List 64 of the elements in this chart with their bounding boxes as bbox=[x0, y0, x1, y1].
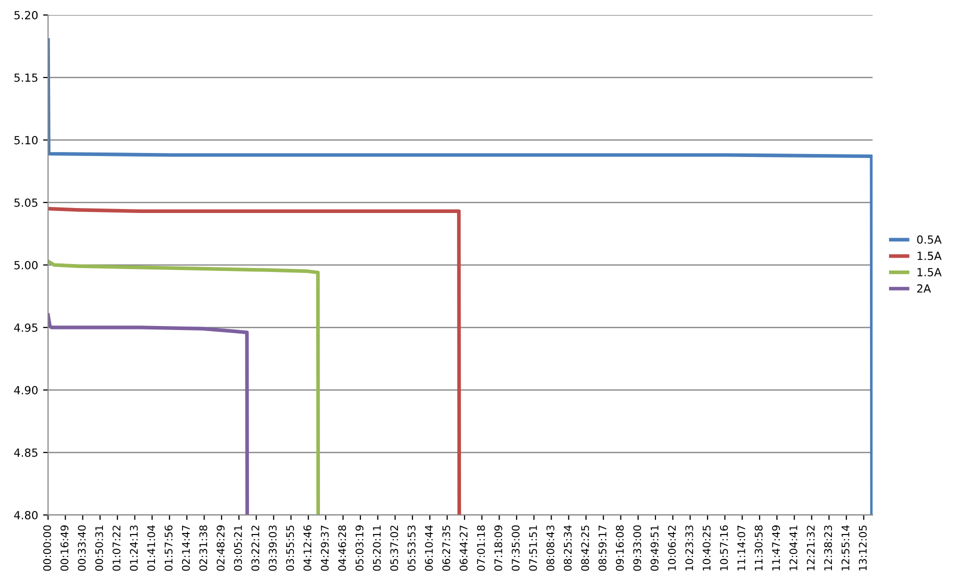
x-tick-label: 08:25:34 bbox=[564, 525, 572, 571]
x-tick-label: 10:23:33 bbox=[685, 526, 694, 570]
y-tick-label: 4.80 bbox=[14, 510, 38, 520]
x-tick-label: 11:30:58 bbox=[754, 525, 763, 570]
x-tick-label: 05:37:02 bbox=[390, 526, 398, 571]
x-tick-label: 03:39:03 bbox=[268, 526, 277, 571]
line-series bbox=[48, 313, 249, 515]
x-tick-label: 01:41:04 bbox=[147, 525, 156, 571]
legend-label: 1.5A bbox=[918, 268, 942, 276]
x-tick-label: 00:50:31 bbox=[95, 526, 104, 571]
x-tick-label: 12:38:23 bbox=[824, 526, 832, 570]
legend-label: 0.5A bbox=[917, 235, 942, 244]
x-tick-label: 09:49:51 bbox=[650, 526, 658, 571]
x-tick-label: 07:01:18 bbox=[477, 525, 485, 571]
y-tick-label: 5.15 bbox=[14, 74, 38, 82]
x-tick-label: 06:10:44 bbox=[424, 525, 433, 571]
x-tick-label: 09:33:00 bbox=[633, 525, 642, 571]
x-tick-label: 06:27:35 bbox=[442, 526, 450, 571]
x-tick-label: 05:20:11 bbox=[372, 526, 381, 571]
x-tick-label: 05:53:53 bbox=[408, 526, 416, 571]
x-tick-label: 02:31:38 bbox=[199, 525, 208, 571]
y-tick-label: 4.90 bbox=[14, 386, 38, 394]
legend-label: 1.5A bbox=[918, 252, 942, 260]
y-tick-label: 5.05 bbox=[14, 198, 38, 207]
y-tick-label: 5.10 bbox=[14, 136, 38, 144]
x-tick-label: 00:16:49 bbox=[60, 525, 68, 571]
x-tick-label: 04:29:37 bbox=[320, 526, 329, 571]
x-tick-label: 12:21:32 bbox=[806, 526, 815, 570]
x-tick-label: 09:16:08 bbox=[616, 525, 624, 571]
x-tick-label: 03:22:12 bbox=[251, 526, 260, 571]
x-tick-label: 10:40:25 bbox=[702, 526, 711, 570]
line-series bbox=[48, 259, 320, 515]
x-tick-label: 06:44:27 bbox=[460, 526, 468, 571]
x-tick-label: 03:05:21 bbox=[234, 526, 242, 571]
x-tick-label: 02:14:47 bbox=[182, 526, 190, 571]
x-tick-label: 05:03:19 bbox=[356, 525, 364, 571]
legend-label: 2A bbox=[917, 284, 931, 293]
x-tick-label: 10:06:42 bbox=[668, 526, 676, 570]
x-tick-label: 00:33:40 bbox=[78, 525, 86, 571]
x-tick-label: 01:07:22 bbox=[112, 526, 120, 571]
y-tick-label: 4.85 bbox=[14, 448, 38, 457]
x-tick-label: 00:00:00 bbox=[43, 525, 52, 571]
x-tick-label: 07:18:09 bbox=[494, 525, 502, 571]
line-series bbox=[48, 206, 462, 515]
x-tick-label: 11:14:07 bbox=[737, 526, 746, 570]
x-tick-label: 04:46:28 bbox=[338, 525, 346, 571]
x-tick-label: 08:08:43 bbox=[546, 526, 554, 571]
x-tick-label: 13:12:05 bbox=[858, 526, 867, 570]
x-tick-label: 07:51:51 bbox=[529, 526, 537, 571]
x-tick-label: 02:48:29 bbox=[216, 525, 225, 571]
x-tick-label: 03:55:55 bbox=[286, 526, 294, 571]
y-tick-label: 5.20 bbox=[14, 10, 38, 20]
x-tick-label: 12:55:14 bbox=[842, 525, 850, 570]
y-tick-label: 4.95 bbox=[14, 323, 38, 332]
x-tick-label: 07:35:00 bbox=[512, 525, 520, 571]
x-tick-label: 08:42:25 bbox=[581, 526, 590, 571]
x-tick-label: 12:04:41 bbox=[789, 526, 798, 570]
x-tick-label: 04:12:46 bbox=[303, 525, 312, 571]
x-tick-label: 11:47:49 bbox=[772, 525, 780, 570]
x-tick-label: 08:59:17 bbox=[598, 526, 606, 571]
x-tick-label: 01:24:13 bbox=[130, 526, 138, 571]
x-tick-label: 10:57:16 bbox=[720, 525, 728, 570]
x-tick-label: 01:57:56 bbox=[164, 525, 173, 571]
y-tick-label: 5.00 bbox=[14, 260, 38, 270]
